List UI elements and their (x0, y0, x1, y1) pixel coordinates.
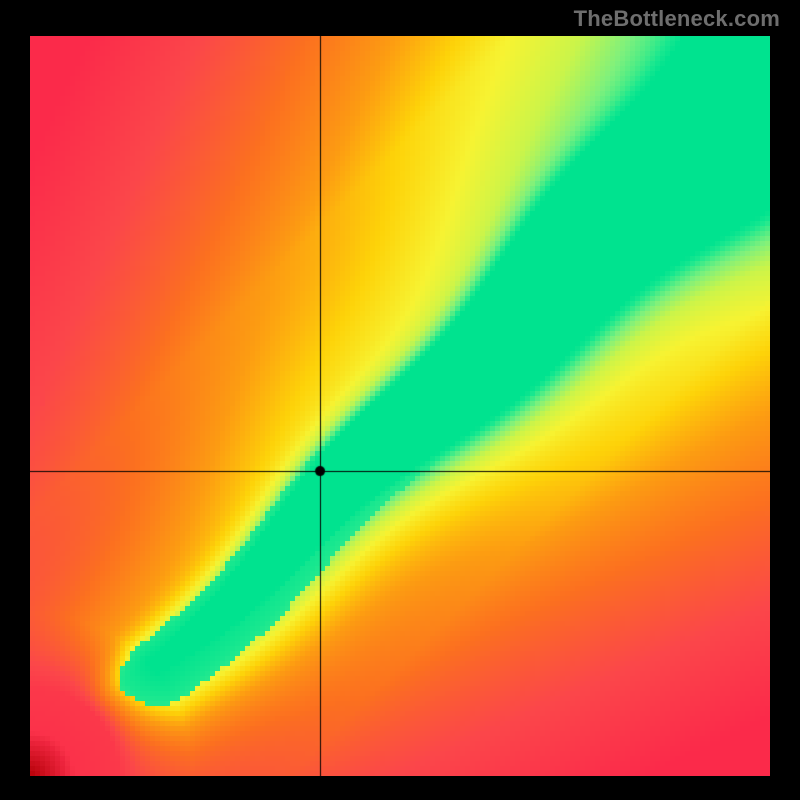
watermark-text: TheBottleneck.com (574, 6, 780, 32)
plot-area (30, 36, 770, 776)
chart-container: TheBottleneck.com (0, 0, 800, 800)
bottleneck-heatmap (30, 36, 770, 776)
